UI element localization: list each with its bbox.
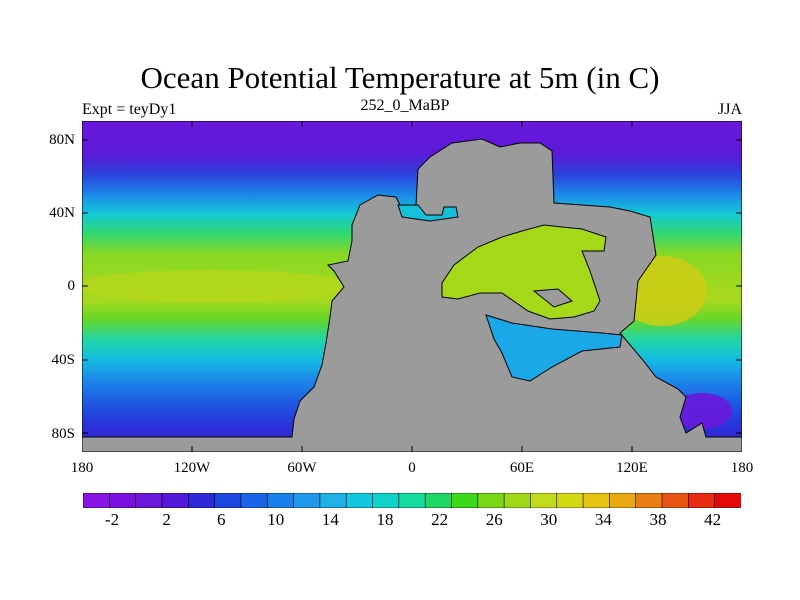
lon-label-60e: 60E	[509, 460, 535, 476]
colorbar-swatch	[319, 493, 348, 508]
chart-title: Ocean Potential Temperature at 5m (in C)	[140, 60, 660, 95]
colorbar-swatch	[424, 493, 453, 508]
colorbar-swatch	[293, 493, 321, 508]
colorbar-swatch	[161, 493, 190, 508]
lat-label-0: 0	[67, 278, 76, 294]
colorbar-tick-label: -2	[104, 510, 120, 529]
equatorial-warm-pool	[82, 270, 352, 302]
experiment-label: Expt = teyDy1	[82, 101, 177, 118]
north-inlet	[397, 204, 459, 222]
colorbar-swatch	[398, 493, 426, 508]
lon-label-120e: 120E	[616, 460, 648, 476]
colorbar-swatch	[109, 493, 137, 508]
colorbar-tick-label: 30	[540, 510, 558, 529]
colorbar-swatch	[530, 493, 558, 508]
temperature-map	[82, 121, 742, 452]
colorbar-tick-label: 34	[594, 510, 612, 529]
interior-sea-gulf	[532, 288, 573, 308]
lat-label-80n: 80N	[49, 132, 75, 148]
colorbar-tick-label: 42	[704, 510, 722, 529]
cold-patch	[672, 393, 732, 429]
colorbar-swatch	[214, 493, 242, 508]
colorbar-tick-label: 6	[216, 510, 226, 529]
colorbar-tick-label: 2	[162, 510, 171, 529]
lon-label-180e: 180	[730, 460, 754, 476]
colorbar-tick-label: 26	[485, 510, 503, 529]
time-label: 252_0_MaBP	[360, 97, 450, 114]
colorbar-swatch	[688, 493, 716, 508]
colorbar-swatch	[135, 493, 163, 508]
colorbar-swatch	[83, 493, 111, 508]
lon-label-0: 0	[408, 460, 416, 476]
western-landmass	[82, 138, 742, 452]
lat-label-40s: 40S	[51, 352, 75, 368]
colorbar	[83, 493, 741, 508]
colorbar-swatch	[345, 493, 374, 508]
colorbar-tick-label: 10	[267, 510, 285, 529]
axis-ticks	[82, 121, 742, 452]
lat-label-40n: 40N	[49, 205, 75, 221]
lon-label-60w: 60W	[287, 460, 317, 476]
colorbar-swatch	[503, 493, 532, 508]
colorbar-tick-label: 14	[321, 510, 339, 529]
colorbar-swatch	[609, 493, 637, 508]
lon-label-180w: 180	[70, 460, 94, 476]
colorbar-swatch	[661, 493, 690, 508]
southern-gulf	[485, 314, 623, 382]
season-label: JJA	[717, 101, 742, 118]
colorbar-swatch	[266, 493, 295, 508]
colorbar-swatch	[187, 493, 216, 508]
colorbar-tick-label: 18	[376, 510, 394, 529]
colorbar-swatch	[372, 493, 400, 508]
lon-label-120w: 120W	[173, 460, 211, 476]
colorbar-tick-label: 22	[431, 510, 449, 529]
lat-label-80s: 80S	[51, 426, 75, 442]
colorbar-swatch	[477, 493, 505, 508]
colorbar-swatch	[714, 493, 741, 508]
colorbar-swatch	[556, 493, 584, 508]
colorbar-swatch	[635, 493, 663, 508]
colorbar-swatch	[451, 493, 479, 508]
colorbar-swatch	[240, 493, 269, 508]
colorbar-tick-label: 38	[649, 510, 667, 529]
colorbar-swatch	[582, 493, 611, 508]
